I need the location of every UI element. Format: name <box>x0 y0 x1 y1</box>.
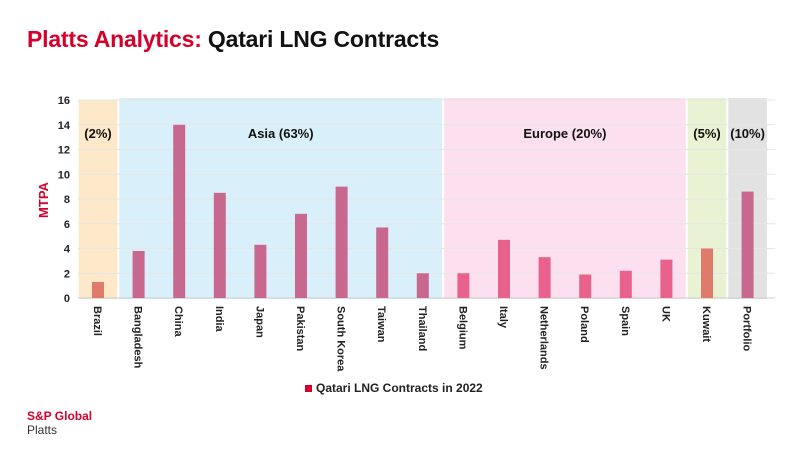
bar <box>295 213 307 298</box>
bar <box>92 281 104 298</box>
bar <box>457 273 470 298</box>
x-tick-label: Japan <box>253 306 265 338</box>
x-tick-label: Kuwait <box>700 306 712 342</box>
bar <box>619 270 632 298</box>
page-title: Platts Analytics: Qatari LNG Contracts <box>27 26 439 53</box>
bar <box>335 186 348 298</box>
bar <box>173 124 186 298</box>
x-tick-label: Spain <box>619 306 631 336</box>
x-tick-label: Portfolio <box>741 306 753 351</box>
region-label: Europe (20%) <box>523 126 606 141</box>
y-tick-label: 0 <box>64 293 70 305</box>
legend-label: Qatari LNG Contracts in 2022 <box>316 381 483 395</box>
bar <box>538 257 551 298</box>
x-tick-label: Italy <box>497 306 509 329</box>
y-tick-label: 12 <box>58 145 70 157</box>
logo-brand: S&P Global <box>27 409 93 423</box>
y-tick-label: 6 <box>64 219 70 231</box>
y-tick-label: 10 <box>58 169 70 181</box>
x-tick-label: India <box>213 306 225 333</box>
y-tick-label: 4 <box>64 244 71 256</box>
title-accent: Platts Analytics: <box>27 26 202 52</box>
x-tick-label: Brazil <box>91 306 103 336</box>
region-label: (10%) <box>730 126 765 141</box>
y-tick-label: 2 <box>64 268 70 280</box>
company-logo: S&P Global Platts <box>27 409 92 437</box>
bar <box>416 273 429 298</box>
bar <box>132 250 145 298</box>
x-tick-label: Belgium <box>456 306 468 350</box>
x-tick-label: Poland <box>578 306 590 343</box>
y-axis-label: MTPA <box>36 181 51 217</box>
bar <box>741 191 754 298</box>
x-tick-label: Pakistan <box>294 306 306 352</box>
region-label: (5%) <box>693 126 720 141</box>
bar <box>498 239 510 298</box>
y-tick-label: 8 <box>64 194 70 206</box>
bars <box>92 124 754 298</box>
bar <box>213 192 226 298</box>
bar <box>579 274 592 298</box>
title-main: Qatari LNG Contracts <box>207 26 440 52</box>
x-tick-label: Netherlands <box>538 306 550 370</box>
bar <box>660 259 673 298</box>
y-axis-ticks: 0 2 4 6 8 10 12 14 16 <box>58 95 71 305</box>
y-tick-label: 16 <box>58 95 70 107</box>
legend: Qatari LNG Contracts in 2022 <box>305 381 483 395</box>
x-tick-label: Thailand <box>416 306 428 351</box>
x-tick-label: South Korea <box>335 306 347 372</box>
bar <box>254 244 267 298</box>
x-tick-label: UK <box>659 306 671 322</box>
y-tick-label: 14 <box>58 120 71 132</box>
x-tick-label: Bangladesh <box>132 306 144 369</box>
region-labels: (2%) Asia (63%) Europe (20%) (5%) (10%) <box>84 126 765 141</box>
legend-swatch <box>305 385 312 392</box>
x-tick-label: Taiwan <box>375 306 387 343</box>
region-label: Asia (63%) <box>248 126 314 141</box>
x-tick-label: China <box>172 306 184 337</box>
x-axis-ticks: Brazil Bangladesh China India Japan Pakistan S… <box>91 306 753 372</box>
bar <box>376 227 389 298</box>
logo-sub: Platts <box>27 423 58 437</box>
bar <box>701 248 713 298</box>
region-label: (2%) <box>84 126 111 141</box>
